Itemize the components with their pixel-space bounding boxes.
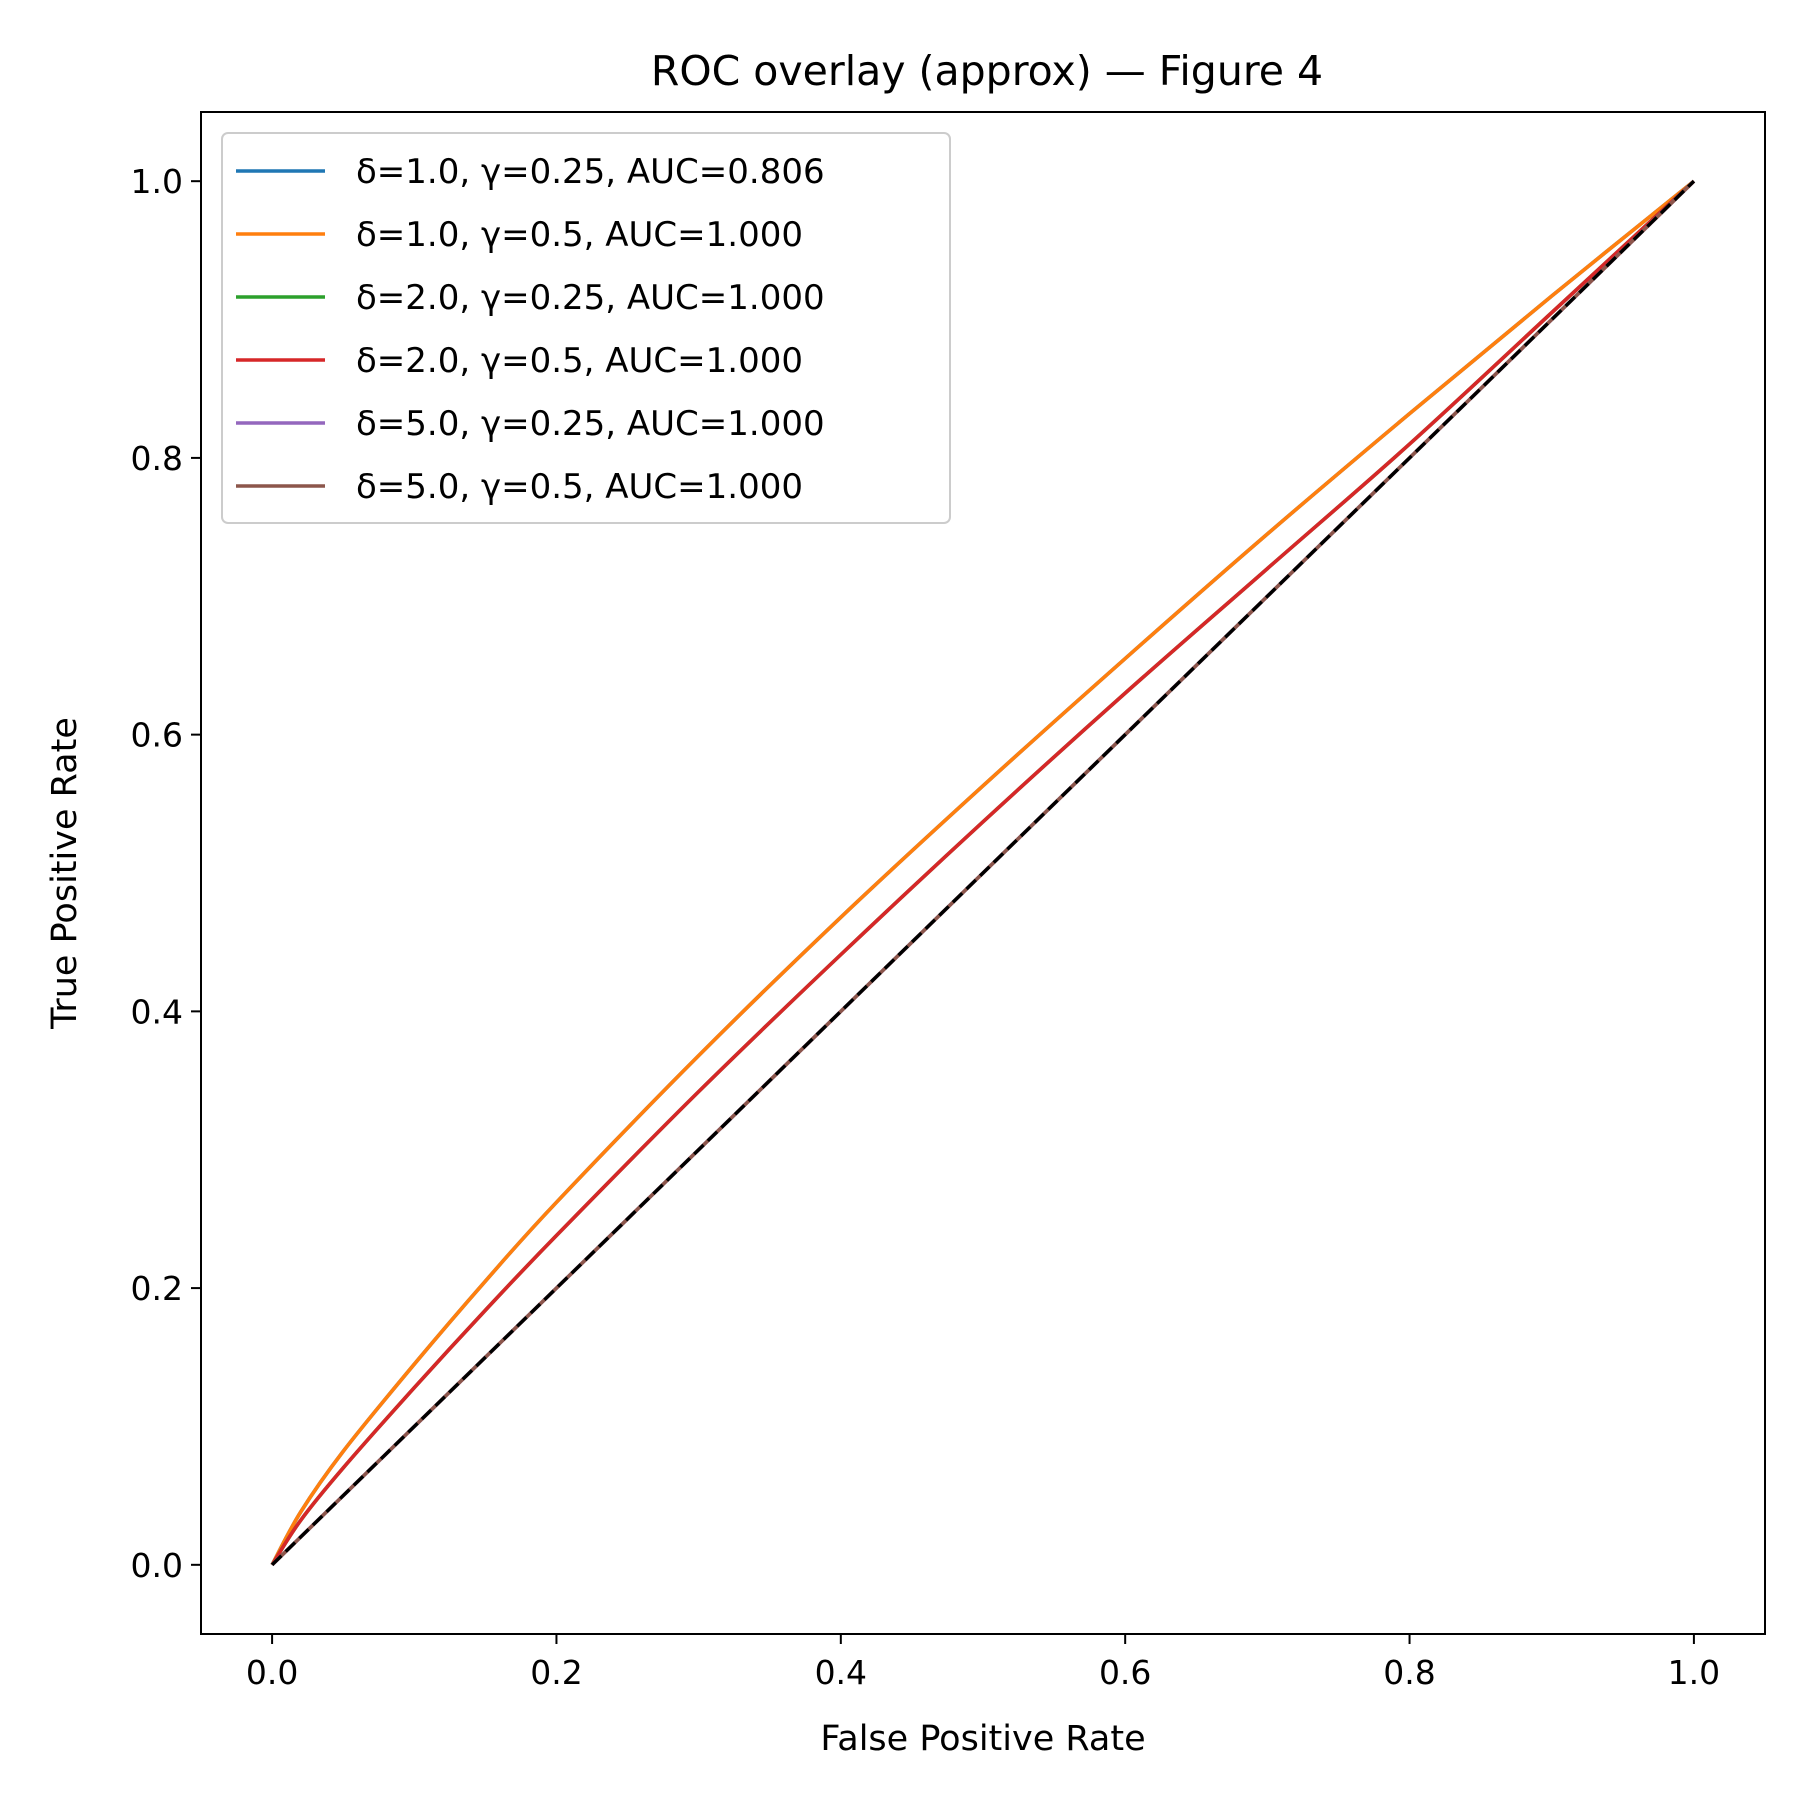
y-axis-label: True Positive Rate [45, 717, 85, 1030]
y-tick-label: 0.8 [131, 439, 183, 478]
legend-label: δ=5.0, γ=0.5, AUC=1.000 [356, 467, 803, 507]
y-tick-label: 0.0 [131, 1546, 183, 1585]
x-tick-label: 0.8 [1383, 1653, 1435, 1692]
legend-label: δ=2.0, γ=0.25, AUC=1.000 [356, 278, 825, 318]
legend-label: δ=1.0, γ=0.25, AUC=0.806 [356, 152, 825, 192]
legend-box [221, 132, 951, 524]
legend-label: δ=1.0, γ=0.5, AUC=1.000 [356, 215, 803, 255]
plot-frame [200, 111, 1766, 1635]
x-axis-label: False Positive Rate [820, 1719, 1145, 1759]
legend-label: δ=5.0, γ=0.25, AUC=1.000 [356, 404, 825, 444]
x-tick-label: 0.2 [530, 1653, 582, 1692]
chart-title: ROC overlay (approx) — Figure 4 [651, 47, 1323, 95]
reference-diagonal-line [270, 179, 1696, 1567]
x-tick-label: 1.0 [1668, 1653, 1720, 1692]
series-line-4 [270, 179, 1696, 1566]
x-tick-label: 0.4 [815, 1653, 867, 1692]
legend: δ=1.0, γ=0.25, AUC=0.806 δ=1.0, γ=0.5, AU… [221, 132, 951, 524]
x-tick-label: 0.0 [246, 1653, 298, 1692]
x-tick-label: 0.6 [1099, 1653, 1151, 1692]
y-tick-label: 1.0 [131, 162, 183, 201]
y-axis-ticks: 0.0 0.2 0.4 0.6 0.8 1.0 [131, 162, 201, 1585]
y-tick-label: 0.2 [131, 1269, 183, 1308]
x-axis-ticks: 0.0 0.2 0.4 0.6 0.8 1.0 [246, 1634, 1720, 1692]
y-tick-label: 0.4 [131, 992, 183, 1031]
legend-label: δ=2.0, γ=0.5, AUC=1.000 [356, 341, 803, 381]
reference-line-group [270, 179, 1696, 1567]
y-tick-label: 0.6 [131, 716, 183, 755]
series-line-2 [270, 179, 1696, 1566]
